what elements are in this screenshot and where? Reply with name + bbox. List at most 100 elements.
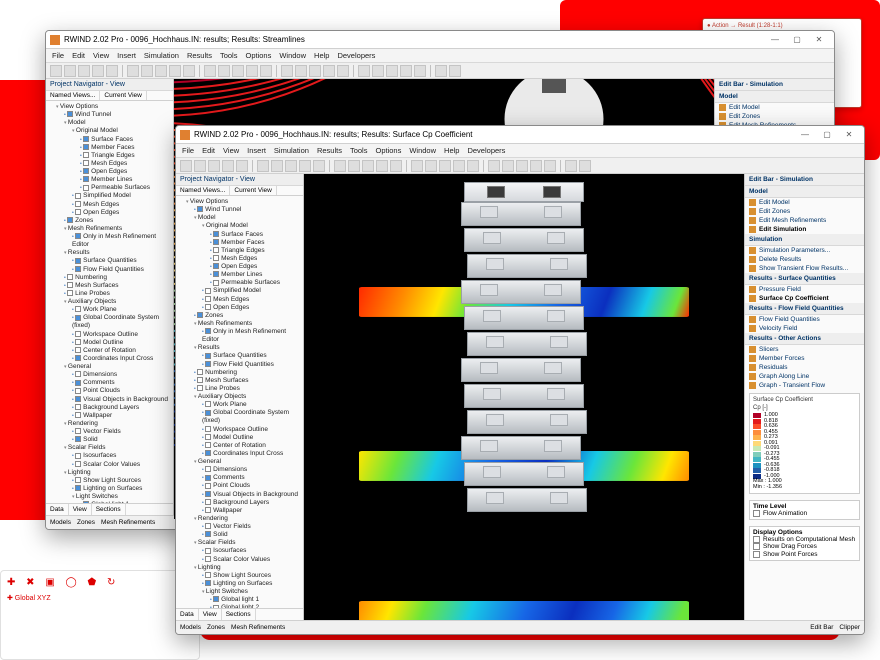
toolbar-button[interactable] (295, 65, 307, 77)
nav-tab[interactable]: Data (46, 504, 69, 515)
tree-item[interactable]: Original ModelSurface FacesMember FacesT… (72, 127, 171, 192)
tree-checkbox[interactable] (75, 306, 81, 312)
tree-checkbox[interactable] (83, 152, 89, 158)
tree-checkbox[interactable] (205, 296, 211, 302)
tree-checkbox[interactable] (213, 231, 219, 237)
toolbar-button[interactable] (236, 160, 248, 172)
toolbar-button[interactable] (488, 160, 500, 172)
tree-checkbox[interactable] (75, 477, 81, 483)
toolbar-button[interactable] (271, 160, 283, 172)
tree-checkbox[interactable] (75, 258, 81, 264)
menu-help[interactable]: Help (444, 146, 459, 155)
editbar-action[interactable]: Show Transient Flow Results... (745, 264, 864, 273)
tree-item[interactable]: Surface Quantities (72, 257, 171, 265)
nav-tab[interactable]: Current View (230, 186, 276, 195)
tree-checkbox[interactable] (75, 485, 81, 491)
tree-item[interactable]: Global light 1 (210, 596, 301, 604)
tree-item[interactable]: Center of Rotation (72, 347, 171, 355)
tree-item[interactable]: Global Coordinate System (fixed) (202, 409, 301, 425)
tree-item[interactable]: Model Outline (202, 434, 301, 442)
tree-checkbox[interactable] (213, 280, 219, 286)
tree-item[interactable]: View OptionsWind TunnelModelOriginal Mod… (186, 198, 301, 608)
tree-item[interactable]: Original ModelSurface FacesMember FacesT… (202, 222, 301, 287)
tree-checkbox[interactable] (197, 206, 203, 212)
tree-checkbox[interactable] (83, 144, 89, 150)
nav-tab[interactable]: Named Views... (176, 186, 230, 195)
toolbar-button[interactable] (92, 65, 104, 77)
toolbar-button[interactable] (169, 65, 181, 77)
tree-item[interactable]: Point Clouds (72, 387, 171, 395)
tree-item[interactable]: Only in Mesh Refinement Editor (72, 233, 171, 249)
menu-file[interactable]: File (182, 146, 194, 155)
tree-item[interactable]: Wallpaper (202, 507, 301, 515)
toolbox-coord-label[interactable]: ✚ Global XYZ (7, 594, 193, 602)
menu-window[interactable]: Window (409, 146, 436, 155)
toolbar-button[interactable] (435, 65, 447, 77)
tree-checkbox[interactable] (83, 168, 89, 174)
menu-help[interactable]: Help (314, 51, 329, 60)
tree-item[interactable]: Triangle Edges (210, 247, 301, 255)
toolbar-button[interactable] (180, 160, 192, 172)
menu-tools[interactable]: Tools (350, 146, 368, 155)
menu-tools[interactable]: Tools (220, 51, 238, 60)
tree-item[interactable]: ModelOriginal ModelSurface FacesMember F… (64, 119, 171, 217)
tree-item[interactable]: Surface Faces (210, 231, 301, 239)
tree-checkbox[interactable] (83, 136, 89, 142)
menu-results[interactable]: Results (187, 51, 212, 60)
tree-item[interactable]: Mesh RefinementsOnly in Mesh Refinement … (64, 225, 171, 249)
tree-item[interactable]: Visual Objects in Background (72, 396, 171, 404)
titlebar[interactable]: RWIND 2.02 Pro - 0096_Hochhaus.IN: resul… (46, 31, 834, 49)
tree-checkbox[interactable] (205, 442, 211, 448)
toolbox-icons[interactable]: ✚ ✖ ▣ ◯ ⬟ ↻ (7, 577, 193, 588)
tree-checkbox[interactable] (213, 271, 219, 277)
editbar-action[interactable]: Pressure Field (745, 285, 864, 294)
display-option-checkbox[interactable]: Show Drag Forces (753, 543, 856, 550)
toolbar-button[interactable] (449, 65, 461, 77)
tree-checkbox[interactable] (75, 461, 81, 467)
toolbar-button[interactable] (222, 160, 234, 172)
tree-item[interactable]: Visual Objects in Background (202, 491, 301, 499)
toolbar-button[interactable] (285, 160, 297, 172)
tree-item[interactable]: Isosurfaces (202, 547, 301, 555)
tree-item[interactable]: Mesh Surfaces (194, 377, 301, 385)
tree-checkbox[interactable] (205, 572, 211, 578)
tree-checkbox[interactable] (205, 426, 211, 432)
navigator-tree[interactable]: View OptionsWind TunnelModelOriginal Mod… (176, 196, 303, 608)
tree-item[interactable]: Permeable Surfaces (210, 279, 301, 287)
toolbar-button[interactable] (232, 65, 244, 77)
tree-checkbox[interactable] (75, 209, 81, 215)
editbar-action[interactable]: Edit Model (715, 103, 834, 112)
tree-item[interactable]: Member Lines (210, 271, 301, 279)
tree-checkbox[interactable] (75, 453, 81, 459)
tree-item[interactable]: Work Plane (72, 306, 171, 314)
tree-item[interactable]: Flow Field Quantities (202, 361, 301, 369)
toolbar-button[interactable] (106, 65, 118, 77)
menu-simulation[interactable]: Simulation (274, 146, 309, 155)
toolbar-button[interactable] (141, 65, 153, 77)
tree-checkbox[interactable] (75, 331, 81, 337)
toolbar-button[interactable] (246, 65, 258, 77)
tree-item[interactable]: Flow Field Quantities (72, 266, 171, 274)
tree-checkbox[interactable] (197, 385, 203, 391)
tree-item[interactable]: Mesh Edges (210, 255, 301, 263)
display-option-checkbox[interactable]: Show Point Forces (753, 551, 856, 558)
tree-checkbox[interactable] (75, 233, 81, 239)
navigator-view-tabs[interactable]: Named Views...Current View (176, 186, 303, 196)
editbar-action[interactable]: Edit Model (745, 198, 864, 207)
toolbar-button[interactable] (334, 160, 346, 172)
tree-item[interactable]: View OptionsWind TunnelModelOriginal Mod… (56, 103, 171, 503)
tree-item[interactable]: Isosurfaces (72, 452, 171, 460)
tree-item[interactable]: Numbering (64, 274, 171, 282)
menu-view[interactable]: View (93, 51, 109, 60)
tree-item[interactable]: Solid (202, 531, 301, 539)
toolbar-button[interactable] (78, 65, 90, 77)
toolbar-button[interactable] (530, 160, 542, 172)
tree-item[interactable]: Point Clouds (202, 482, 301, 490)
editbar-action[interactable]: Residuals (745, 363, 864, 372)
nav-tab[interactable]: View (199, 609, 222, 620)
tree-checkbox[interactable] (205, 556, 211, 562)
nav-tab[interactable]: Current View (100, 91, 146, 100)
tree-item[interactable]: Surface Faces (80, 136, 171, 144)
menu-view[interactable]: View (223, 146, 239, 155)
toolbar-button[interactable] (194, 160, 206, 172)
